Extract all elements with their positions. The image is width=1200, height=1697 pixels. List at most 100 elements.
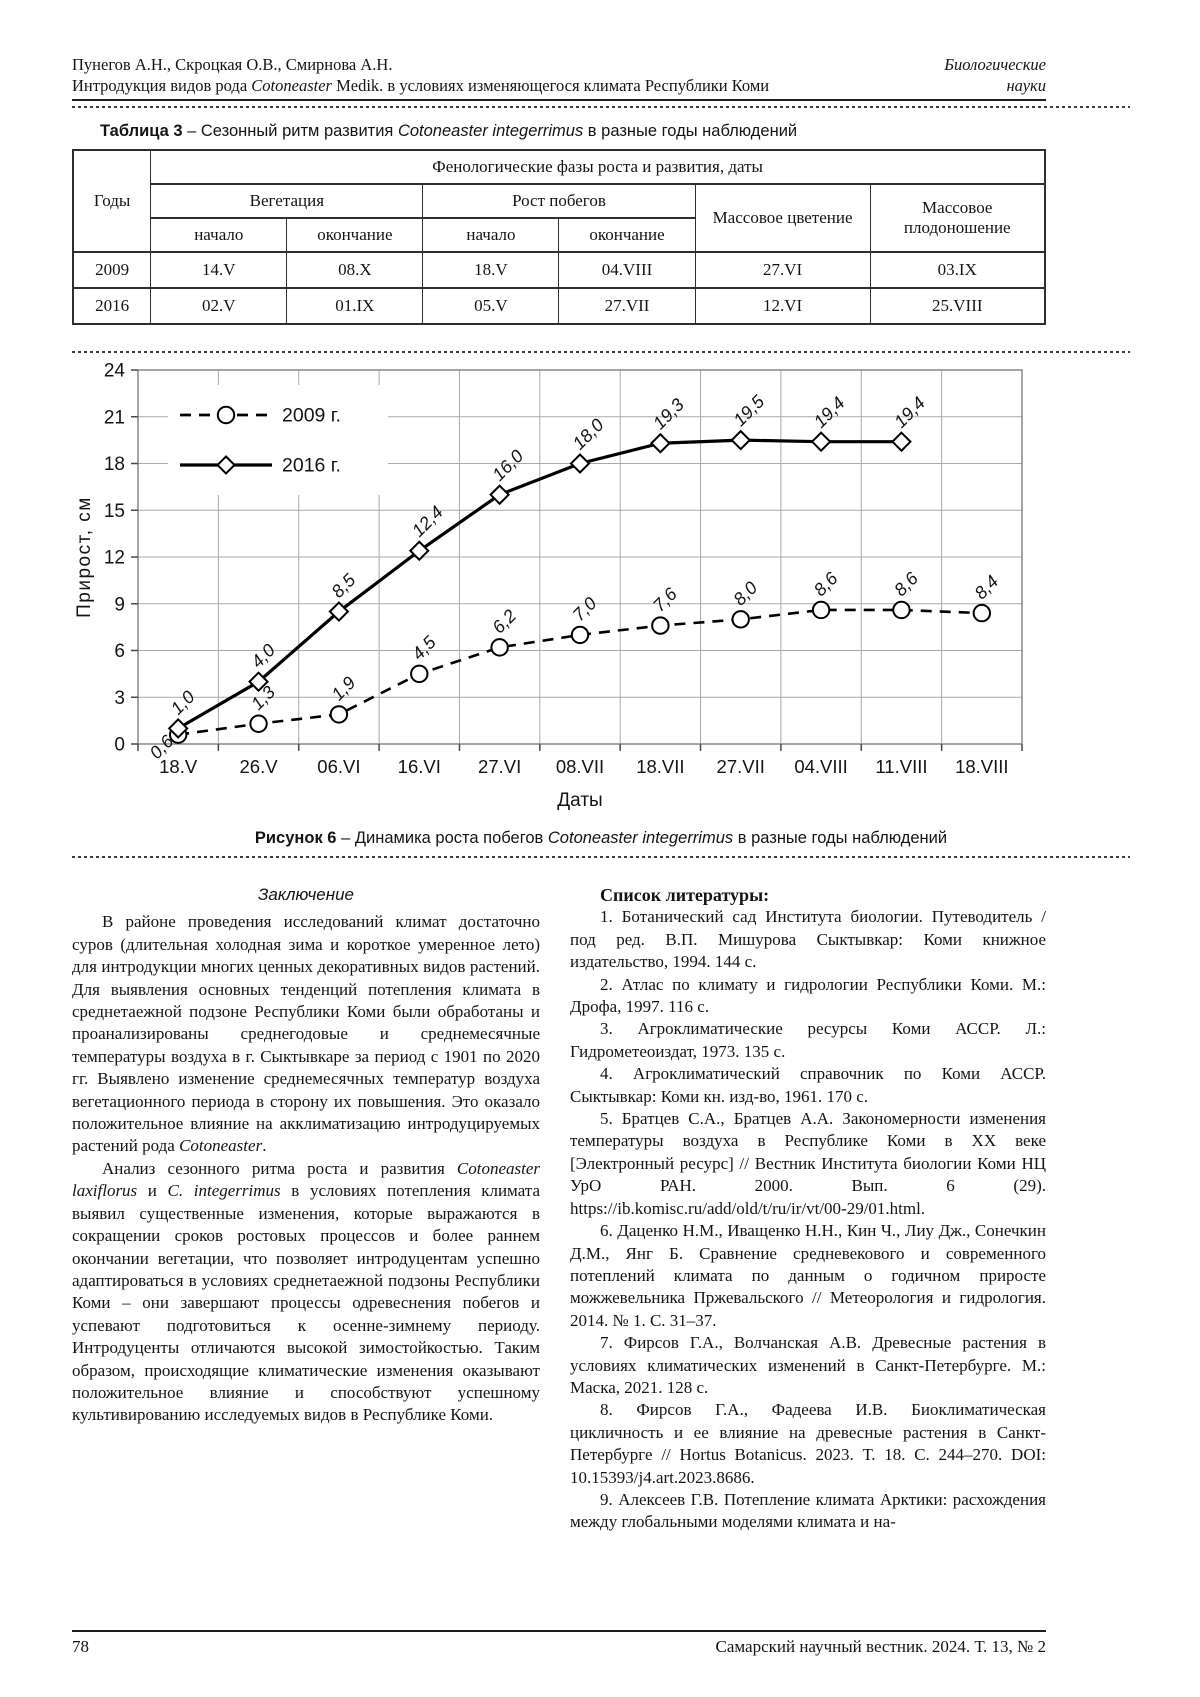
text-segment: – Динамика роста побегов (336, 829, 548, 847)
data-label: 1,9 (328, 673, 360, 705)
table-cell-year: 2009 (72, 251, 152, 289)
table-header-mass-flowering: Массовое цветение (694, 183, 871, 253)
table-cell-year: 2016 (72, 287, 152, 325)
series-line (178, 608, 982, 736)
text-segment: в условиях потепления климата выявил сущ… (72, 1181, 540, 1425)
data-label: 1,0 (167, 687, 199, 719)
body-columns: Заключение В районе проведения исследова… (72, 884, 1130, 1534)
data-label: 7,6 (649, 583, 682, 616)
text-segment: В районе проведения исследований климат … (72, 912, 540, 1156)
table-title: Таблица 3 – Сезонный ритм развития Coton… (100, 122, 1130, 141)
text-segment: C. integerrimus (167, 1181, 281, 1201)
data-label: 4,5 (408, 631, 441, 664)
circle-marker (329, 705, 349, 724)
x-tick-label: 27.VII (717, 756, 765, 777)
table-header-veg-end: окончание (286, 217, 424, 253)
references-column: Список литературы: 1. Ботанический сад И… (570, 884, 1046, 1534)
series-line (177, 438, 902, 730)
x-tick-label: 18.VIII (955, 756, 1008, 777)
circle-marker (811, 600, 831, 620)
table-header-phases: Фенологические фазы роста и развития, да… (150, 149, 1046, 185)
footer-journal-reference: Самарский научный вестник. 2024. Т. 13, … (715, 1637, 1047, 1656)
x-tick-label: 11.VIII (875, 756, 927, 777)
diamond-marker (167, 718, 189, 739)
y-tick-label: 21 (104, 407, 125, 428)
y-tick-label: 15 (104, 501, 125, 522)
table-header-vegetation: Вегетация (150, 183, 424, 219)
conclusion-paragraph: Анализ сезонного ритма роста и развития … (72, 1158, 540, 1427)
reference-item: 5. Братцев С.А., Братцев А.А. Закономерн… (570, 1109, 1046, 1218)
x-axis-title: Даты (557, 790, 602, 811)
y-tick-label: 3 (114, 688, 125, 709)
table-header-growth-end: окончание (558, 217, 696, 253)
diamond-marker (489, 484, 511, 506)
figure-6-growth-chart: 0 3 6 9 12 15 18 21 24 18.V 26.V 06.VI 16.VI 27.VI 08.… (74, 361, 1023, 811)
table-cell: 05.V (422, 287, 560, 325)
data-label: 8,4 (971, 571, 1003, 603)
x-tick-label: 06.VI (317, 756, 360, 777)
reference-item: 1. Ботанический сад Института биологии. … (570, 907, 1046, 972)
legend-label: 2016 г. (282, 455, 341, 477)
table-row: 2016 02.V 01.IX 05.V 27.VII 12.VI 25.VII… (72, 287, 1046, 325)
data-label: 16,0 (488, 446, 527, 485)
circle-marker (410, 664, 429, 684)
legend-diamond-marker (216, 455, 236, 475)
footer-page-number: 78 (72, 1637, 89, 1656)
text-segment: Анализ сезонного ритма роста и развития (102, 1158, 457, 1178)
conclusion-heading: Заключение (257, 885, 355, 904)
data-label: 8,0 (729, 578, 761, 610)
page-header: Пунегов А.Н., Скроцкая О.В., Смирнова А.… (72, 54, 1046, 101)
reference-item: 2. Атлас по климату и гидрологии Республ… (570, 974, 1046, 1017)
text-segment: Рисунок 6 (254, 829, 337, 847)
header-authors: Пунегов А.Н., Скроцкая О.В., Смирнова А.… (72, 55, 393, 74)
diamond-marker (810, 431, 832, 453)
reference-item: 8. Фирсов Г.А., Фадеева И.В. Биоклиматич… (570, 1400, 1046, 1487)
y-tick-label: 12 (104, 548, 125, 569)
circle-marker (651, 616, 670, 635)
table-cell: 27.VII (558, 287, 696, 325)
y-tick-label: 6 (114, 641, 125, 662)
table-header-shoot-growth: Рост побегов (422, 183, 696, 219)
data-label: 8,6 (890, 568, 923, 601)
data-label: 7,0 (569, 593, 601, 625)
circle-marker (570, 625, 590, 645)
text-segment: Medik. в условиях изменяющегося климата … (331, 76, 770, 95)
y-tick-label: 9 (114, 594, 125, 615)
legend-circle-marker (216, 405, 236, 425)
figure-caption: Рисунок 6 – Динамика роста побегов Coton… (72, 829, 1130, 848)
dotted-separator-chart (72, 351, 1130, 353)
table-cell: 08.X (286, 251, 424, 289)
data-label: 8,6 (810, 568, 843, 601)
diamond-marker (569, 453, 591, 474)
table-cell: 18.V (422, 251, 560, 289)
data-label: 19,4 (890, 393, 929, 432)
text-segment: Таблица 3 (100, 122, 183, 140)
text-segment: – Сезонный ритм развития (182, 122, 398, 140)
circle-marker (731, 610, 750, 629)
y-tick-label: 24 (104, 361, 126, 382)
diamond-marker (730, 429, 752, 451)
table-header-veg-start: начало (150, 217, 288, 253)
legend-label: 2009 г. (282, 405, 341, 427)
table-row: 2009 14.V 08.X 18.V 04.VIII 27.VI 03.IX (72, 251, 1046, 289)
header-article-title: Интродукция видов рода Cotoneaster Medik… (72, 75, 769, 96)
reference-item: 6. Даценко Н.М., Иващенко Н.Н., Кин Ч., … (570, 1221, 1046, 1330)
phenology-table: Годы Фенологические фазы роста и развити… (72, 149, 1046, 325)
data-label: 19,3 (649, 394, 688, 433)
y-axis-title: Прирост, см (74, 496, 95, 618)
page-footer: 78 Самарский научный вестник. 2024. Т. 1… (72, 1630, 1046, 1657)
diamond-marker (248, 671, 269, 693)
text-segment: и (137, 1181, 168, 1201)
table-cell: 12.VI (694, 287, 871, 325)
references-list: 1. Ботанический сад Института биологии. … (570, 906, 1046, 1533)
table-header-growth-start: начало (422, 217, 560, 253)
text-segment: . (262, 1136, 267, 1156)
y-tick-label: 0 (114, 735, 125, 756)
reference-item: 3. Агроклиматические ресурсы Коми АССР. … (570, 1019, 1046, 1061)
table-cell: 03.IX (869, 251, 1046, 289)
table-cell: 14.V (150, 251, 288, 289)
dotted-separator-top (72, 106, 1130, 108)
text-segment: Cotoneaster (179, 1136, 263, 1156)
data-label: 18,0 (569, 415, 608, 454)
